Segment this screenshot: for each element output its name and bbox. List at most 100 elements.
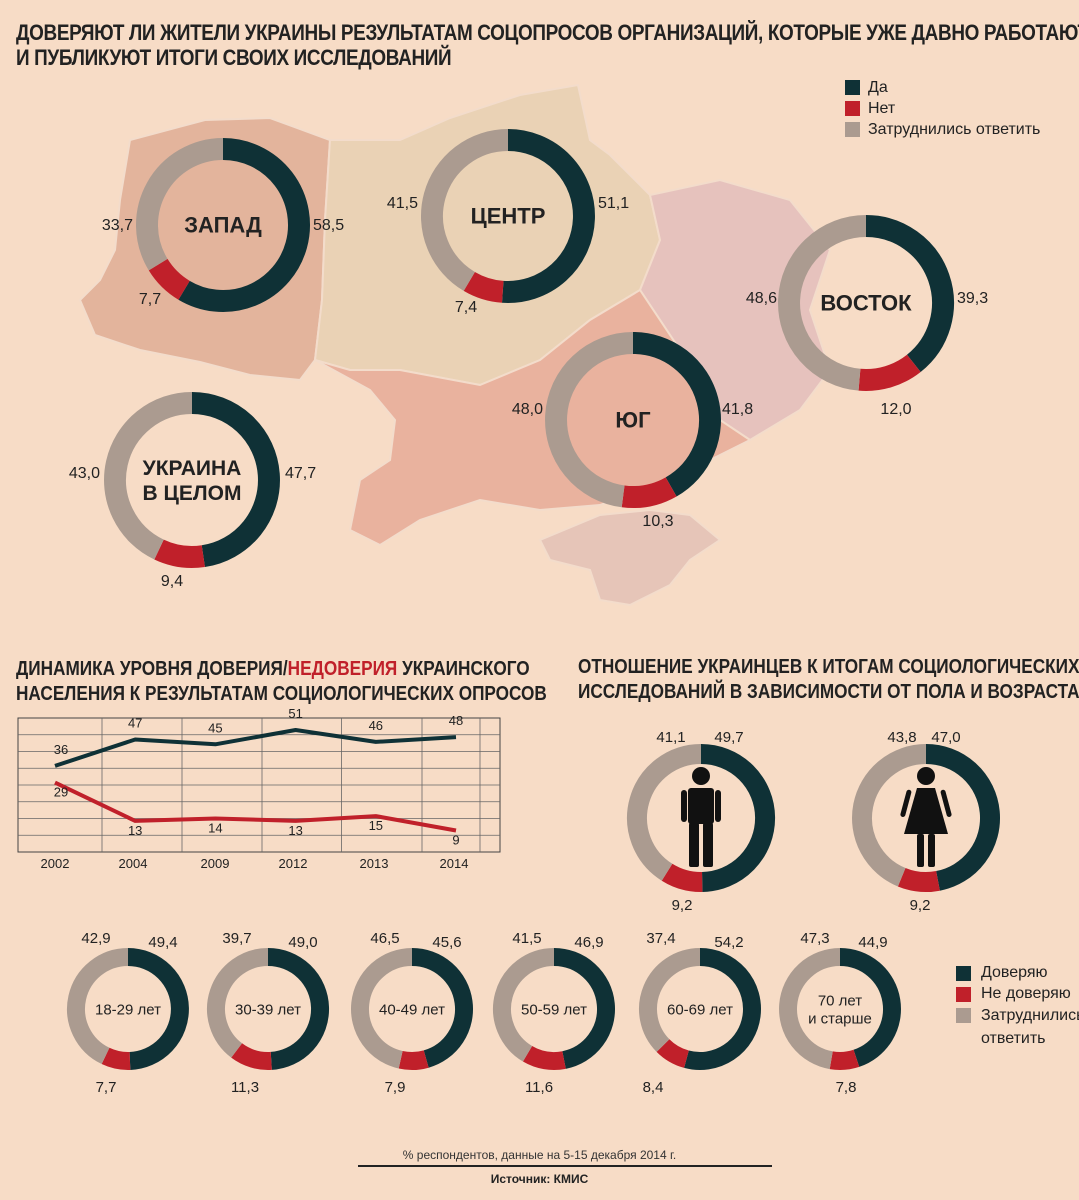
legend-item-distrust: Не доверяю (956, 983, 1079, 1004)
value-label-distrust: 7,8 (836, 1079, 857, 1096)
donut-label: 70 лет (818, 992, 862, 1009)
segment-unsure (67, 948, 129, 1065)
segment-trust (700, 744, 776, 892)
segment-distrust (148, 258, 191, 300)
segment-distrust (398, 1050, 429, 1070)
female-icon (900, 767, 952, 867)
data-label: 15 (369, 818, 383, 833)
value-label-trust: 49,0 (288, 934, 317, 951)
footer-source: Источник: КМИС (490, 1172, 589, 1186)
data-label: 51 (288, 706, 302, 721)
donut-east: ВОСТОК 39,3 12,0 48,6 (746, 215, 988, 418)
donut-label: 50-59 лет (521, 1001, 587, 1018)
value-label-trust: 47,7 (285, 465, 316, 482)
legend-item-trust: Доверяю (956, 962, 1079, 983)
segment-unsure (779, 948, 841, 1070)
series-line-trust (54, 728, 457, 768)
value-label-trust: 58,5 (313, 217, 344, 234)
value-label-trust: 54,2 (714, 934, 743, 951)
map-region-west (78, 116, 332, 382)
segment-unsure (852, 744, 927, 887)
value-label-distrust: 11,3 (231, 1079, 259, 1096)
value-label-distrust: 7,9 (385, 1079, 406, 1096)
legend-swatch (956, 966, 971, 981)
footer-divider (358, 1165, 772, 1167)
segment-unsure (351, 948, 413, 1069)
legend-swatch (956, 1008, 971, 1023)
data-label: 47 (128, 716, 142, 731)
segment-trust (502, 129, 595, 303)
donut-label: 18-29 лет (95, 1001, 161, 1018)
data-label: 36 (54, 742, 68, 757)
segment-distrust (231, 1043, 272, 1070)
legend-swatch (845, 101, 860, 116)
donut-center-region: ЦЕНТР 51,1 7,4 41,5 (387, 129, 629, 316)
donut-label: 30-39 лет (235, 1001, 301, 1018)
value-label-trust: 39,3 (957, 290, 988, 307)
value-label-distrust: 7,4 (455, 299, 477, 316)
value-label-unsure: 41,5 (512, 930, 541, 947)
segment-distrust (897, 867, 940, 892)
segment-distrust (858, 354, 921, 391)
donut-age: 40-49 лет 45,6 7,9 46,5 (351, 930, 473, 1096)
donut-label: 60-69 лет (667, 1001, 733, 1018)
legend-swatch (845, 122, 860, 137)
data-label: 13 (128, 823, 142, 838)
x-tick-label: 2004 (119, 856, 148, 871)
value-label-trust: 46,9 (574, 934, 603, 951)
segment-trust (127, 948, 189, 1070)
donut-age: 18-29 лет 49,4 7,7 42,9 (67, 930, 189, 1096)
donut-female: 47,0 9,2 43,8 (852, 729, 1000, 914)
value-label-trust: 49,7 (714, 729, 743, 746)
donut-west: ЗАПАД 58,5 7,7 33,7 (102, 138, 344, 312)
x-tick-label: 2014 (440, 856, 469, 871)
segment-unsure (545, 332, 634, 508)
segment-unsure (421, 129, 509, 291)
value-label-unsure: 42,9 (81, 930, 110, 947)
value-label-trust: 45,6 (432, 934, 461, 951)
value-label-distrust: 10,3 (642, 513, 673, 530)
segment-unsure (627, 744, 702, 881)
x-tick-label: 2013 (360, 856, 389, 871)
x-tick-label: 2009 (201, 856, 230, 871)
legend-item-no: Нет (845, 98, 1040, 119)
value-label-unsure: 37,4 (646, 930, 675, 947)
segment-trust (839, 948, 901, 1067)
value-label-unsure: 47,3 (800, 930, 829, 947)
value-label-distrust: 9,2 (910, 897, 931, 914)
legend-item-yes: Да (845, 77, 1040, 98)
legend-top: Да Нет Затруднились ответить (845, 77, 1040, 140)
segment-distrust (829, 1049, 860, 1070)
segment-distrust (154, 539, 205, 568)
segment-unsure (207, 948, 269, 1058)
donut-label: ЮГ (615, 408, 651, 433)
segment-unsure (639, 948, 701, 1052)
x-tick-label: 2012 (279, 856, 308, 871)
footer-note: % респондентов, данные на 5-15 декабря 2… (402, 1148, 677, 1162)
donut-age: 50-59 лет 46,9 11,6 41,5 (493, 930, 615, 1096)
segment-trust (553, 948, 615, 1069)
legend-swatch (956, 987, 971, 1002)
legend-item-unsure: Затруднились ответить (845, 119, 1040, 140)
male-icon (681, 767, 721, 867)
demographics-title: ОТНОШЕНИЕ УКРАИНЦЕВ К ИТОГАМ СОЦИОЛОГИЧЕ… (578, 656, 1079, 703)
trend-title-distrust: НЕДОВЕРИЯ (287, 658, 398, 680)
value-label-distrust: 7,7 (96, 1079, 117, 1096)
value-label-unsure: 41,1 (656, 729, 685, 746)
segment-trust (267, 948, 330, 1070)
value-label-unsure: 48,0 (512, 401, 543, 418)
segment-trust (925, 744, 1000, 891)
segment-distrust (621, 477, 677, 508)
value-label-unsure: 41,5 (387, 195, 418, 212)
value-label-unsure: 33,7 (102, 217, 133, 234)
segment-trust (632, 332, 721, 497)
segment-unsure (493, 948, 555, 1062)
data-label: 13 (288, 823, 302, 838)
data-label: 46 (369, 718, 383, 733)
value-label-trust: 44,9 (858, 934, 887, 951)
segment-distrust (656, 1038, 690, 1068)
data-label: 29 (54, 785, 68, 800)
value-label-trust: 47,0 (931, 729, 960, 746)
